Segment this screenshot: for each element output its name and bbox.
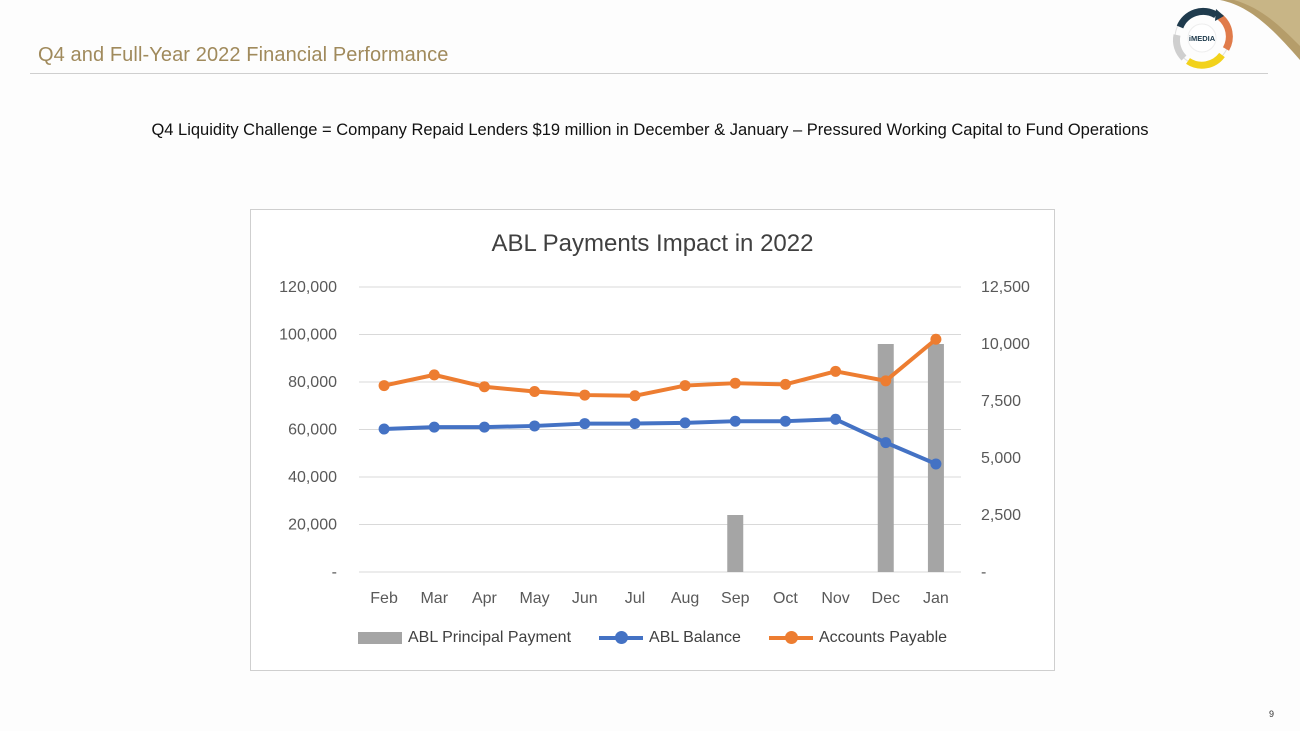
chart-container: ABL Payments Impact in 2022 - 20,000 40,00… [250, 209, 1055, 671]
legend-item-abl-balance: ABL Balance [599, 629, 741, 647]
point-accounts-payable [830, 365, 842, 377]
legend-item-principal-payment: ABL Principal Payment [357, 629, 572, 647]
x-tick-label: Apr [472, 590, 498, 607]
point-abl-balance [880, 437, 892, 449]
legend-label-principal-payment: ABL Principal Payment [407, 629, 572, 646]
point-abl-balance [830, 413, 842, 425]
point-accounts-payable [529, 386, 541, 397]
x-tick-label: Jun [572, 590, 598, 607]
page-number: 9 [1268, 709, 1274, 719]
chart-title: ABL Payments Impact in 2022 [491, 230, 814, 257]
x-tick-label: Jan [923, 590, 949, 607]
x-tick-label: Feb [370, 590, 398, 607]
point-accounts-payable [478, 381, 490, 393]
line-abl-balance [384, 417, 937, 466]
y-left-tick-label: 120,000 [279, 279, 337, 296]
x-tick-label: Mar [420, 590, 448, 607]
y-left-tick-label: 60,000 [288, 422, 337, 439]
legend-swatch-principal-payment [357, 632, 402, 644]
point-accounts-payable [729, 377, 741, 389]
y-left-tick-label: - [332, 564, 337, 581]
line-accounts-payable [383, 337, 938, 398]
page-title: Q4 and Full-Year 2022 Financial Performa… [38, 44, 449, 66]
point-accounts-payable [579, 389, 591, 401]
point-abl-balance [679, 417, 691, 429]
legend-item-accounts-payable: Accounts Payable [768, 629, 948, 647]
y-left-tick-label: 80,000 [288, 374, 337, 391]
point-accounts-payable [880, 375, 892, 387]
bar-abl-principal-payment [927, 344, 944, 572]
title-divider [30, 73, 1268, 74]
point-accounts-payable [629, 390, 641, 402]
point-abl-balance [930, 458, 942, 470]
page-subtitle: Q4 Liquidity Challenge = Company Repaid … [151, 121, 1149, 139]
point-accounts-payable [930, 333, 942, 345]
x-tick-label: Aug [671, 590, 699, 607]
point-accounts-payable [428, 369, 440, 381]
y-right-tick-label: 10,000 [981, 336, 1030, 353]
bar-abl-principal-payment [877, 344, 894, 572]
point-abl-balance [378, 423, 390, 435]
y-left-tick-label: 40,000 [288, 469, 337, 486]
logo-text: iMEDIA [1189, 34, 1216, 43]
legend-label-accounts-payable: Accounts Payable [818, 629, 948, 646]
point-accounts-payable [679, 380, 691, 392]
chart-plot: - 20,000 40,000 60,000 80,000 100,000 120,000 -… [279, 279, 1030, 607]
y-right-tick-label: 12,500 [981, 279, 1030, 296]
point-accounts-payable [378, 380, 390, 392]
point-abl-balance [729, 415, 741, 427]
x-tick-label: Dec [872, 590, 900, 607]
legend-label-abl-balance: ABL Balance [649, 629, 741, 646]
point-abl-balance [529, 420, 541, 432]
point-abl-balance [779, 415, 791, 427]
point-abl-balance [478, 421, 490, 433]
point-abl-balance [629, 418, 641, 430]
x-tick-label: Sep [721, 590, 750, 607]
y-left-tick-label: 20,000 [288, 517, 337, 534]
y-right-tick-label: 5,000 [981, 450, 1021, 467]
x-tick-label: Oct [773, 590, 798, 607]
cycle-arrows-logo-icon: iMEDIA [1173, 8, 1233, 69]
legend-swatch-accounts-payable [768, 631, 813, 644]
legend-swatch-abl-balance [599, 631, 644, 644]
x-tick-label: Jul [625, 590, 645, 607]
point-accounts-payable [779, 378, 791, 390]
bar-abl-principal-payment [727, 515, 744, 572]
x-tick-label: Nov [821, 590, 849, 607]
point-abl-balance [428, 421, 440, 433]
point-abl-balance [579, 418, 591, 430]
chart-legend: ABL Principal Payment ABL Balance Accoun… [251, 629, 1054, 647]
y-right-tick-label: 7,500 [981, 393, 1021, 410]
y-left-tick-label: 100,000 [279, 327, 337, 344]
y-right-tick-label: - [981, 564, 986, 581]
y-right-tick-label: 2,500 [981, 507, 1021, 524]
x-tick-label: May [519, 590, 549, 607]
company-logo: iMEDIA [1166, 3, 1238, 73]
corner-swoosh-decoration [1220, 0, 1300, 60]
